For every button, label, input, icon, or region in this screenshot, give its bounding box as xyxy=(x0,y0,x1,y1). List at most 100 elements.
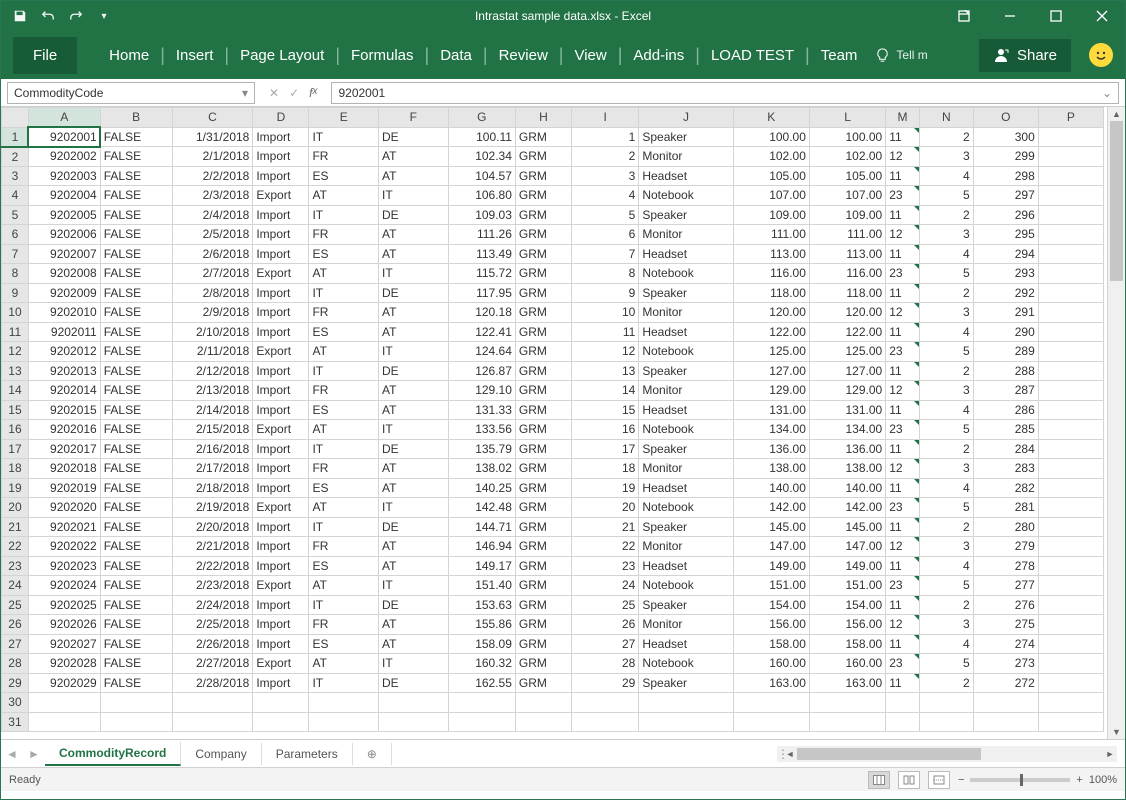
cell[interactable]: 6 xyxy=(572,225,639,245)
cell[interactable]: AT xyxy=(379,303,449,323)
cell[interactable] xyxy=(919,693,973,713)
cell[interactable]: 151.00 xyxy=(809,576,885,596)
cell[interactable]: Monitor xyxy=(639,381,733,401)
cell[interactable]: 2/9/2018 xyxy=(172,303,253,323)
cell[interactable]: FALSE xyxy=(100,225,172,245)
cell[interactable]: 12 xyxy=(886,537,920,557)
cell[interactable]: IT xyxy=(379,576,449,596)
fx-icon[interactable]: fx xyxy=(309,86,317,100)
cell[interactable]: 10 xyxy=(572,303,639,323)
zoom-in-icon[interactable]: + xyxy=(1076,774,1082,786)
cell[interactable] xyxy=(253,712,309,732)
cell[interactable] xyxy=(1038,517,1103,537)
cell[interactable]: DE xyxy=(379,205,449,225)
column-header-H[interactable]: H xyxy=(515,108,571,128)
cell[interactable]: 288 xyxy=(973,361,1038,381)
cell[interactable]: 107.00 xyxy=(809,186,885,206)
cell[interactable]: FALSE xyxy=(100,303,172,323)
cell[interactable] xyxy=(1038,205,1103,225)
cell[interactable] xyxy=(1038,400,1103,420)
cell[interactable]: 126.87 xyxy=(448,361,515,381)
cell[interactable]: 2 xyxy=(919,595,973,615)
cell[interactable]: 105.00 xyxy=(733,166,809,186)
sheet-tab-parameters[interactable]: Parameters xyxy=(262,743,353,765)
cell[interactable]: Import xyxy=(253,556,309,576)
cell[interactable]: 9202001 xyxy=(28,127,100,147)
cell[interactable]: IT xyxy=(379,186,449,206)
ribbon-tab-view[interactable]: View xyxy=(564,41,616,70)
cell[interactable] xyxy=(1038,673,1103,693)
cell[interactable]: 5 xyxy=(919,654,973,674)
cell[interactable] xyxy=(1038,712,1103,732)
cell[interactable]: 18 xyxy=(572,459,639,479)
cell[interactable]: DE xyxy=(379,673,449,693)
cell[interactable]: ES xyxy=(309,400,379,420)
column-header-A[interactable]: A xyxy=(28,108,100,128)
cell[interactable]: 11 xyxy=(886,478,920,498)
row-header[interactable]: 24 xyxy=(2,576,29,596)
cell[interactable]: Speaker xyxy=(639,361,733,381)
accept-formula-icon[interactable]: ✓ xyxy=(289,86,299,100)
cell[interactable]: 111.26 xyxy=(448,225,515,245)
cell[interactable]: 136.00 xyxy=(733,439,809,459)
cell[interactable] xyxy=(886,712,920,732)
cell[interactable]: 1/31/2018 xyxy=(172,127,253,147)
cell[interactable]: Export xyxy=(253,186,309,206)
cell[interactable]: 9202006 xyxy=(28,225,100,245)
cell[interactable]: 111.00 xyxy=(733,225,809,245)
cell[interactable]: 9202013 xyxy=(28,361,100,381)
cell[interactable]: Speaker xyxy=(639,595,733,615)
row-header[interactable]: 11 xyxy=(2,322,29,342)
row-header[interactable]: 26 xyxy=(2,615,29,635)
cell[interactable]: GRM xyxy=(515,556,571,576)
cell[interactable]: Speaker xyxy=(639,439,733,459)
cell[interactable]: Export xyxy=(253,576,309,596)
cell[interactable]: GRM xyxy=(515,342,571,362)
cell[interactable] xyxy=(733,712,809,732)
cell[interactable]: 2/22/2018 xyxy=(172,556,253,576)
cell[interactable]: Headset xyxy=(639,322,733,342)
cell[interactable]: 3 xyxy=(919,537,973,557)
cell[interactable]: GRM xyxy=(515,654,571,674)
cell[interactable]: GRM xyxy=(515,439,571,459)
cell[interactable]: Notebook xyxy=(639,576,733,596)
cell[interactable] xyxy=(100,712,172,732)
sheet-nav-prev-icon[interactable]: ◄ xyxy=(1,747,23,761)
cell[interactable]: 9202002 xyxy=(28,147,100,167)
cell[interactable]: 16 xyxy=(572,420,639,440)
cell[interactable] xyxy=(809,693,885,713)
cell[interactable]: 3 xyxy=(919,459,973,479)
cell[interactable]: Import xyxy=(253,303,309,323)
cell[interactable]: 23 xyxy=(886,186,920,206)
cell[interactable]: 100.00 xyxy=(733,127,809,147)
tell-me[interactable]: Tell m xyxy=(875,48,927,63)
cell[interactable]: 120.18 xyxy=(448,303,515,323)
cell[interactable]: 125.00 xyxy=(809,342,885,362)
row-header[interactable]: 8 xyxy=(2,264,29,284)
cell[interactable]: 160.00 xyxy=(733,654,809,674)
cell[interactable]: 9202012 xyxy=(28,342,100,362)
cell[interactable]: AT xyxy=(309,186,379,206)
cell[interactable]: 116.00 xyxy=(809,264,885,284)
cell[interactable]: Notebook xyxy=(639,654,733,674)
cell[interactable]: Notebook xyxy=(639,342,733,362)
cell[interactable]: AT xyxy=(379,478,449,498)
scroll-right-icon[interactable]: ► xyxy=(1103,749,1117,759)
cell[interactable]: 15 xyxy=(572,400,639,420)
cell[interactable]: 116.00 xyxy=(733,264,809,284)
cell[interactable] xyxy=(1038,439,1103,459)
cell[interactable]: 23 xyxy=(886,576,920,596)
cell[interactable]: 11 xyxy=(886,439,920,459)
cell[interactable]: 4 xyxy=(572,186,639,206)
cell[interactable]: Monitor xyxy=(639,615,733,635)
cell[interactable]: 5 xyxy=(919,264,973,284)
cell[interactable]: IT xyxy=(379,654,449,674)
cell[interactable] xyxy=(919,712,973,732)
cell[interactable]: 158.00 xyxy=(733,634,809,654)
cell[interactable]: 290 xyxy=(973,322,1038,342)
minimize-icon[interactable] xyxy=(987,1,1033,31)
cell[interactable]: Export xyxy=(253,498,309,518)
cell[interactable]: 2/14/2018 xyxy=(172,400,253,420)
row-header[interactable]: 27 xyxy=(2,634,29,654)
cell[interactable]: 299 xyxy=(973,147,1038,167)
